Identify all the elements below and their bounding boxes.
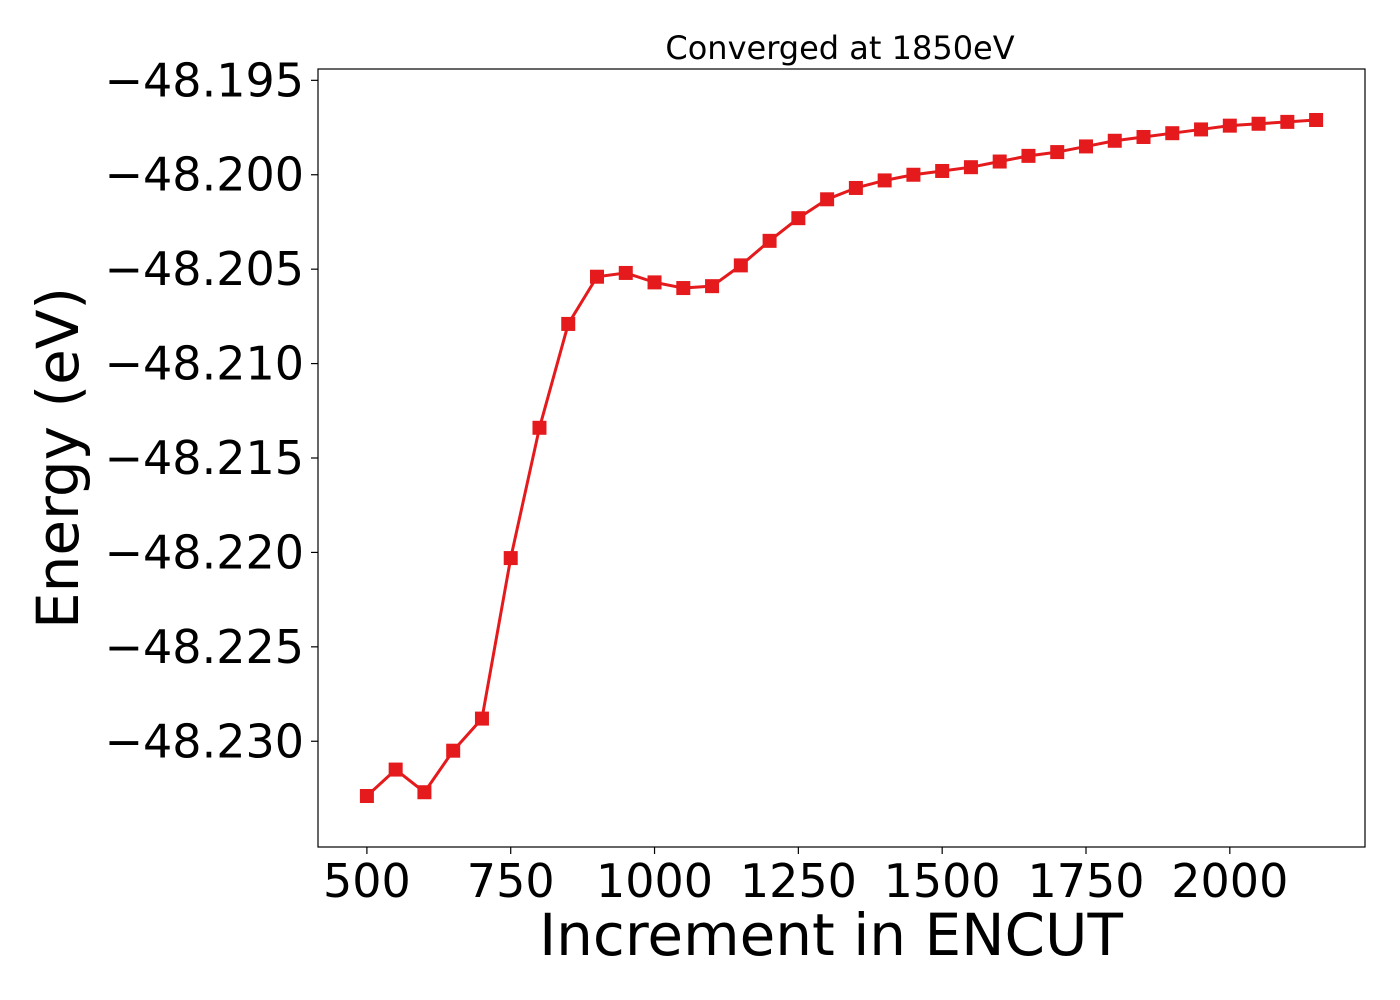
plot-frame — [317, 68, 1366, 848]
data-point-marker — [906, 167, 921, 182]
chart-title: Converged at 1850eV — [665, 29, 1014, 67]
x-axis-label: Increment in ENCUT — [539, 901, 1123, 969]
plot-area — [359, 112, 1324, 804]
data-point-marker — [992, 154, 1007, 169]
y-tick-label: −48.220 — [105, 525, 305, 579]
data-point-marker — [618, 265, 633, 280]
data-point-marker — [503, 551, 518, 566]
data-point-marker — [647, 275, 662, 290]
data-point-marker — [590, 269, 605, 284]
data-point-marker — [1021, 148, 1036, 163]
y-tick-label: −48.205 — [105, 242, 305, 296]
data-point-marker — [791, 211, 806, 226]
data-point-marker — [446, 743, 461, 758]
x-tick-label: 500 — [323, 854, 411, 908]
y-tick-label: −48.195 — [105, 53, 305, 107]
data-point-marker — [1165, 126, 1180, 141]
y-tick-label: −48.230 — [105, 714, 305, 768]
x-tick-label: 1000 — [596, 854, 713, 908]
x-axis: 500 750 1000 1250 1500 1750 2000 — [323, 847, 1288, 908]
y-tick-label: −48.225 — [105, 620, 305, 674]
data-point-marker — [1194, 122, 1209, 137]
data-point-marker — [561, 316, 576, 331]
y-tick-label: −48.200 — [105, 148, 305, 202]
data-point-marker — [417, 785, 432, 800]
data-point-marker — [532, 420, 547, 435]
x-tick-label: 2000 — [1171, 854, 1288, 908]
data-point-marker — [1050, 145, 1065, 160]
x-tick-label: 1250 — [740, 854, 857, 908]
data-point-marker — [1078, 139, 1093, 154]
data-point-marker — [388, 762, 403, 777]
data-point-marker — [1309, 112, 1324, 127]
x-tick-label: 750 — [467, 854, 555, 908]
data-point-marker — [935, 163, 950, 178]
data-point-marker — [1251, 116, 1266, 131]
data-point-marker — [705, 279, 720, 294]
data-point-marker — [848, 180, 863, 195]
x-tick-label: 1750 — [1027, 854, 1144, 908]
data-point-marker — [474, 711, 489, 726]
y-axis-label: Energy (eV) — [24, 287, 92, 629]
data-point-marker — [877, 173, 892, 188]
data-point-marker — [676, 281, 691, 296]
x-tick-label: 1500 — [884, 854, 1001, 908]
data-point-marker — [1222, 118, 1237, 133]
data-point-marker — [359, 789, 374, 804]
y-tick-label: −48.210 — [105, 337, 305, 391]
data-point-marker — [963, 160, 978, 175]
data-point-marker — [762, 233, 777, 248]
data-point-marker — [820, 192, 835, 207]
data-point-marker — [1136, 129, 1151, 144]
series-line — [365, 118, 1317, 798]
data-point-marker — [1107, 133, 1122, 148]
data-point-marker — [733, 258, 748, 273]
y-tick-label: −48.215 — [105, 431, 305, 485]
data-point-marker — [1280, 114, 1295, 129]
y-axis: −48.195 −48.200 −48.205 −48.210 −48.215 −48.2… — [105, 53, 318, 768]
